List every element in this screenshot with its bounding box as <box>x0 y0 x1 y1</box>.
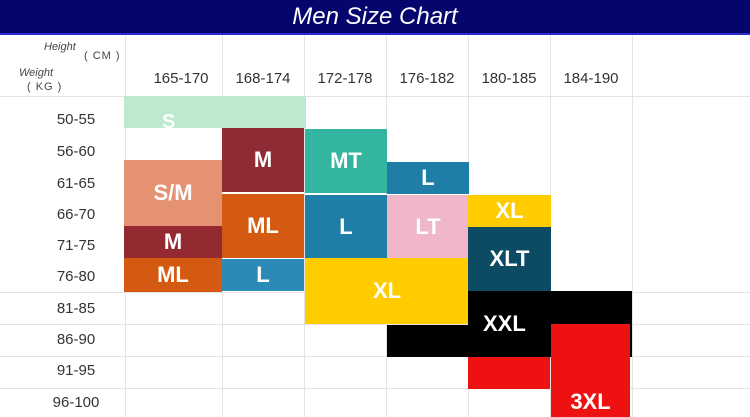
weight-range-label: 71-75 <box>56 237 96 254</box>
height-range-header: 165-170 <box>153 70 209 87</box>
grid-line <box>304 35 305 417</box>
weight-range-label: 86-90 <box>56 331 96 348</box>
size-cell-xl: XL <box>305 258 469 324</box>
size-cell-m: M <box>222 128 304 192</box>
title-bar <box>0 0 750 33</box>
title-underline <box>0 33 750 35</box>
weight-range-label: 91-95 <box>56 362 96 379</box>
grid-line <box>0 356 750 357</box>
size-cell-ml: ML <box>222 194 304 258</box>
grid-line <box>0 96 750 97</box>
weight-axis-unit: ( KG ) <box>27 81 63 93</box>
size-cell-xlt: XLT <box>468 227 551 291</box>
weight-range-label: 81-85 <box>56 300 96 317</box>
size-cell-mt: MT <box>305 129 387 193</box>
weight-range-label: 56-60 <box>56 143 96 160</box>
weight-range-label: 76-80 <box>56 268 96 285</box>
page-title: Men Size Chart <box>292 3 458 30</box>
grid-line <box>632 35 633 417</box>
height-range-header: 180-185 <box>481 70 537 87</box>
size-cell-3xl <box>468 357 550 389</box>
height-range-header: 168-174 <box>235 70 291 87</box>
size-cell-l: L <box>305 195 387 258</box>
size-cell-l: L <box>387 162 469 194</box>
grid-line <box>0 324 750 325</box>
weight-range-label: 61-65 <box>56 175 96 192</box>
weight-axis-label: Weight <box>19 67 54 79</box>
size-cell-l: L <box>222 259 304 291</box>
size-cell-3xl: 3XL <box>551 324 630 417</box>
size-cell-xxl <box>387 325 469 357</box>
size-cell-sm: S/M <box>124 160 222 226</box>
weight-range-label: 96-100 <box>52 394 100 411</box>
height-range-header: 184-190 <box>563 70 619 87</box>
grid-line <box>0 388 750 389</box>
height-axis-unit: ( CM ) <box>84 50 121 62</box>
size-cell-xl: XL <box>468 195 551 227</box>
size-cell-lt: LT <box>387 195 469 258</box>
height-range-header: 172-178 <box>317 70 373 87</box>
weight-range-label: 50-55 <box>56 111 96 128</box>
height-range-header: 176-182 <box>399 70 455 87</box>
size-cell-ml: ML <box>124 258 222 292</box>
size-cell-m: M <box>124 226 222 258</box>
weight-range-label: 66-70 <box>56 206 96 223</box>
size-cell-s: S <box>124 96 306 133</box>
height-axis-label: Height <box>44 41 76 53</box>
